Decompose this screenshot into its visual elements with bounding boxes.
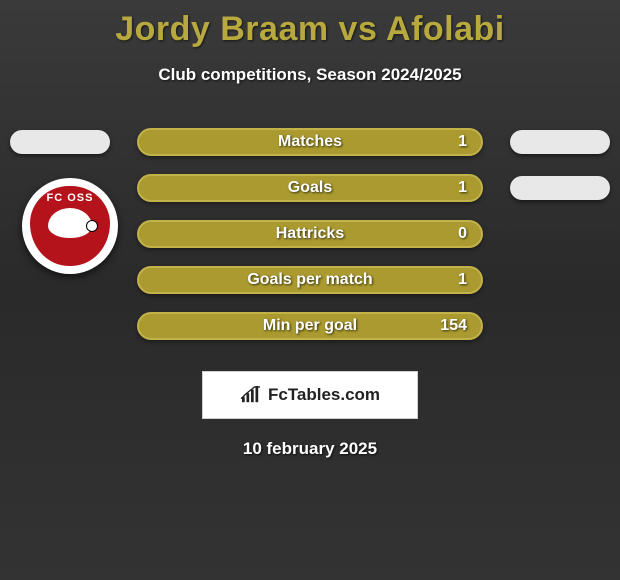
brand-text: FcTables.com xyxy=(268,385,380,405)
stat-bar: Hattricks 0 xyxy=(137,220,483,248)
stat-label: Matches xyxy=(278,133,342,151)
chart-icon xyxy=(240,386,262,404)
player-right-pill xyxy=(510,130,610,154)
stat-value-right: 154 xyxy=(440,317,467,335)
player-left-pill xyxy=(10,130,110,154)
stat-bar: Goals per match 1 xyxy=(137,266,483,294)
stat-bar: Min per goal 154 xyxy=(137,312,483,340)
comparison-date: 10 february 2025 xyxy=(0,439,620,459)
stat-value-right: 1 xyxy=(458,133,467,151)
comparison-title: Jordy Braam vs Afolabi xyxy=(0,0,620,49)
club-badge-animal xyxy=(48,208,92,238)
comparison-subtitle: Club competitions, Season 2024/2025 xyxy=(0,65,620,85)
stat-label: Goals xyxy=(288,179,332,197)
club-badge-shield: FC OSS xyxy=(30,186,110,266)
club-badge-ball xyxy=(86,220,98,232)
stat-row: Matches 1 xyxy=(0,119,620,165)
brand-watermark: FcTables.com xyxy=(202,371,418,419)
stat-label: Min per goal xyxy=(263,317,357,335)
stat-value-right: 1 xyxy=(458,271,467,289)
player-right-pill xyxy=(510,176,610,200)
club-badge-left: FC OSS xyxy=(22,178,118,274)
stat-value-right: 1 xyxy=(458,179,467,197)
stat-row: Min per goal 154 xyxy=(0,303,620,349)
stat-label: Hattricks xyxy=(276,225,344,243)
stat-label: Goals per match xyxy=(247,271,372,289)
stat-bar: Matches 1 xyxy=(137,128,483,156)
club-badge-text: FC OSS xyxy=(47,192,94,204)
stat-bar: Goals 1 xyxy=(137,174,483,202)
stat-value-right: 0 xyxy=(458,225,467,243)
